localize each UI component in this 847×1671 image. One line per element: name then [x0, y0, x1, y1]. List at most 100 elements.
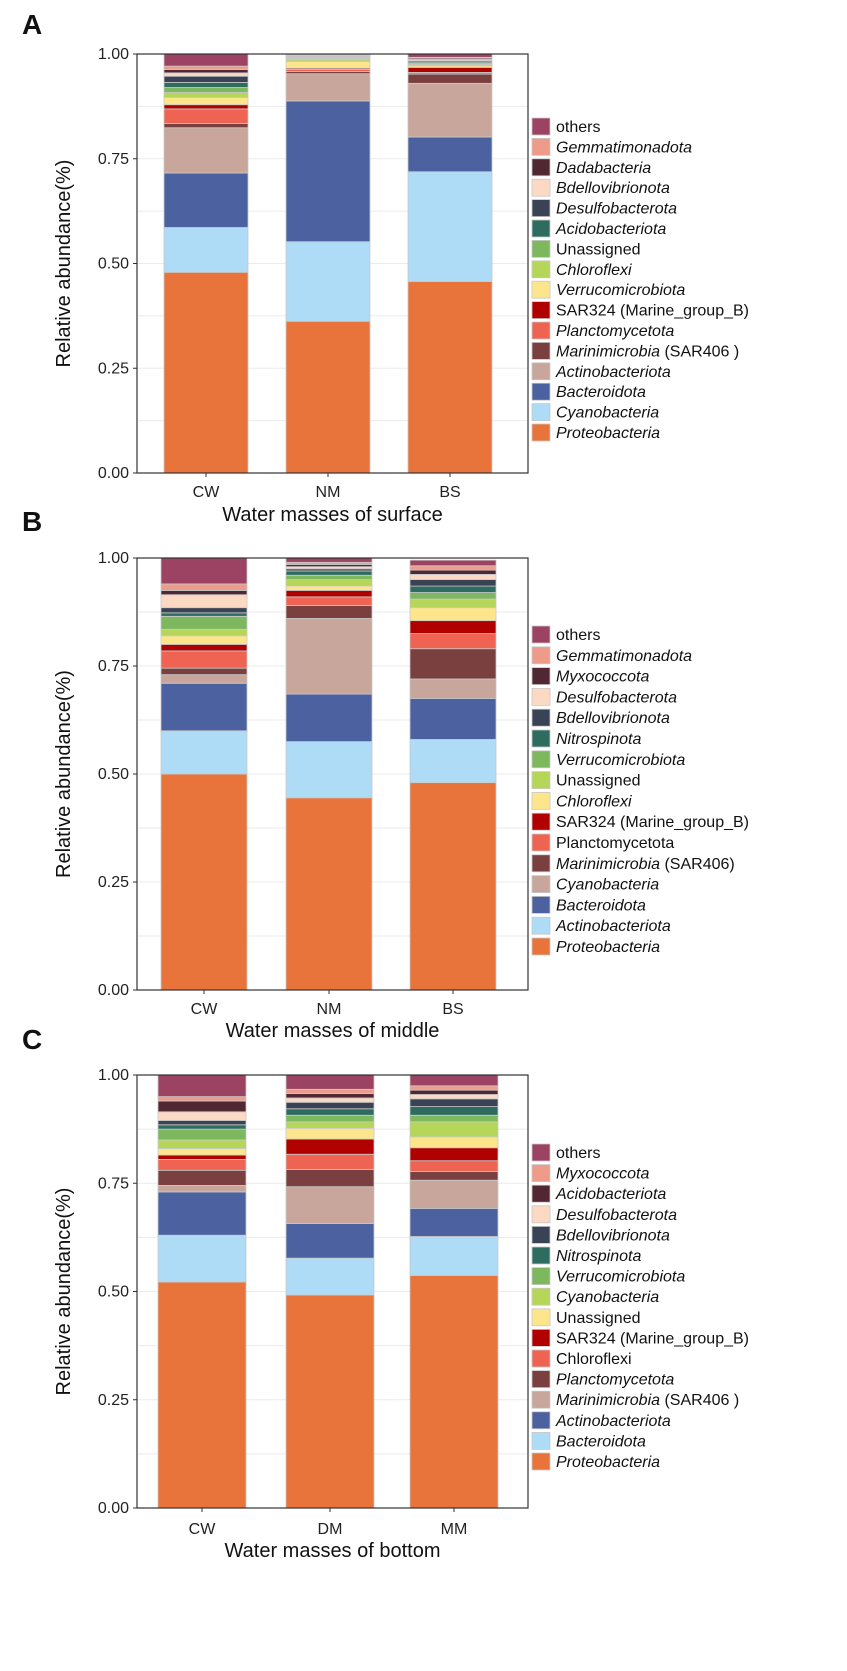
bar-segment-mm-actinobacteriota: [409, 1207, 499, 1237]
bar-segment-cw-sar324-marine-group-b: [163, 104, 249, 110]
legend-swatch-acidobacteriota: [531, 1184, 551, 1203]
bar-segment-cw-gemmatimonadota: [163, 65, 249, 70]
bar-segment-dm-cyanobacteria: [285, 1121, 375, 1129]
x-tick-label: BS: [439, 484, 460, 501]
legend-swatch-planctomycetota: [531, 1370, 551, 1388]
bar-segment-cw-proteobacteria: [160, 773, 248, 991]
legend-swatch-planctomycetota: [531, 321, 551, 340]
bar-segment-mm-myxococcota: [409, 1085, 499, 1091]
legend-label-actinobacteriota: Actinobacteriota: [555, 918, 671, 935]
legend-label-verrucomicrobiota: Verrucomicrobiota: [556, 1269, 685, 1286]
bar-segment-dm-marinimicrobia-sar406: [285, 1186, 375, 1224]
bar-segment-bs-bacteroidota: [407, 136, 493, 173]
legend-label-planctomycetota: Planctomycetota: [556, 323, 674, 340]
bar-segment-bs-unassigned: [409, 598, 497, 609]
bar-segment-cw-proteobacteria: [163, 271, 249, 474]
legend: others Gemmatimonadota Myxococcota Desulfob…: [531, 625, 749, 956]
bar-segment-cw-verrucomicrobiota: [160, 615, 248, 630]
bar-segment-dm-actinobacteriota: [285, 1223, 375, 1259]
chart-panel-b: B CW NM BS 0.00 0.25 0.50 0.75 1.00 Water masses …: [22, 506, 749, 1042]
bar-segment-bs-gemmatimonadota: [409, 565, 497, 571]
bar-segment-nm-sar324-marine-group-b: [285, 590, 373, 598]
legend-swatch-desulfobacterota: [531, 199, 551, 218]
legend-swatch-others: [531, 625, 551, 644]
legend-swatch-bacteroidota: [531, 1432, 551, 1450]
bar-segment-mm-chloroflexi: [409, 1160, 499, 1172]
bar-segment-cw-bacteroidota: [163, 172, 249, 228]
bar-segment-dm-bacteroidota: [285, 1257, 375, 1296]
bar-segment-bs-proteobacteria: [407, 281, 493, 474]
y-tick-label: 1.00: [98, 550, 129, 567]
bar-segment-mm-others: [409, 1074, 499, 1087]
y-tick-label: 0.00: [98, 1500, 129, 1517]
legend-label-gemmatimonadota: Gemmatimonadota: [556, 139, 692, 156]
bar-segment-cw-bdellovibrionota: [157, 1120, 247, 1126]
bar-segment-cw-dadabacteria: [163, 69, 249, 74]
legend-swatch-marinimicrobia-sar406: [531, 854, 551, 873]
legend-label-marinimicrobia-sar406: Marinimicrobia (SAR406): [556, 856, 735, 873]
bar-segment-nm-bacteroidota: [285, 100, 371, 243]
bar-segment-cw-planctomycetota: [163, 108, 249, 124]
legend-swatch-sar324-marine-group-b: [531, 812, 551, 831]
legend-swatch-gemmatimonadota: [531, 646, 551, 665]
bar-segment-cw-actinobacteriota: [160, 730, 248, 775]
bar-segment-cw-cyanobacteria: [157, 1139, 247, 1150]
bar-segment-nm-cyanobacteria: [285, 618, 373, 695]
bar-segment-nm-verrucomicrobiota: [285, 574, 373, 581]
chart-panel-c: C CW DM MM 0.00 0.25 0.50 0.75 1.00 Water masses …: [22, 1024, 749, 1562]
y-axis-title: Relative abundance(%): [53, 1188, 75, 1396]
bar-segment-cw-unassigned: [157, 1148, 247, 1156]
x-tick-label: CW: [189, 1521, 217, 1538]
legend-label-planctomycetota: Planctomycetota: [556, 1372, 674, 1389]
legend-label-bacteroidota: Bacteroidota: [556, 1433, 646, 1450]
legend-swatch-sar324-marine-group-b: [531, 1329, 551, 1347]
legend-swatch-sar324-marine-group-b: [531, 301, 551, 320]
legend-swatch-unassigned: [531, 771, 551, 789]
legend-label-cyanobacteria: Cyanobacteria: [556, 405, 659, 422]
legend-swatch-nitrospinota: [531, 729, 551, 748]
bar-segment-cw-planctomycetota: [160, 650, 248, 669]
bar-segment-dm-proteobacteria: [285, 1294, 375, 1509]
bar-segment-cw-unassigned: [163, 87, 249, 93]
bar-segment-mm-verrucomicrobiota: [409, 1114, 499, 1123]
legend-swatch-bdellovibrionota: [531, 1226, 551, 1244]
bar-segment-cw-sar324-marine-group-b: [160, 644, 248, 652]
bar-segment-bs-proteobacteria: [409, 782, 497, 991]
bar-segment-mm-unassigned: [409, 1136, 499, 1149]
x-tick-label: MM: [441, 1521, 468, 1538]
bar-segment-dm-planctomycetota: [285, 1168, 375, 1188]
legend-swatch-chloroflexi: [531, 260, 551, 279]
bar-segment-cw-actinobacteriota: [163, 127, 249, 174]
bar-segment-dm-chloroflexi: [285, 1153, 375, 1170]
legend-swatch-actinobacteriota: [531, 362, 551, 381]
bar-segment-cw-nitrospinota: [160, 612, 248, 617]
legend-swatch-unassigned: [531, 239, 551, 258]
x-axis-title: Water masses of bottom: [225, 1540, 441, 1562]
y-tick-label: 0.00: [98, 465, 129, 482]
bar-segment-cw-cyanobacteria: [163, 227, 249, 273]
legend-swatch-bdellovibrionota: [531, 708, 551, 727]
bar-segment-dm-bdellovibrionota: [285, 1101, 375, 1110]
y-axis-title: Relative abundance(%): [53, 670, 75, 878]
legend-swatch-myxococcota: [531, 1164, 551, 1182]
legend-swatch-cyanobacteria: [531, 875, 551, 893]
bar-segment-bs-verrucomicrobiota: [409, 592, 497, 600]
bar-segment-nm-planctomycetota: [285, 596, 373, 606]
bar-segment-cw-chloroflexi: [160, 635, 248, 645]
legend-swatch-dadabacteria: [531, 158, 551, 177]
chart-panel-a: A CW NM BS 0.00 0.25 0.50 0.75 1.00 Water masses …: [22, 9, 749, 526]
legend-swatch-proteobacteria: [531, 1452, 551, 1471]
bar-segment-bs-marinimicrobia-sar406: [409, 648, 497, 680]
legend-label-marinimicrobia-sar406: Marinimicrobia (SAR406 ): [556, 1392, 739, 1409]
legend-swatch-others: [531, 1143, 551, 1162]
legend-swatch-myxococcota: [531, 667, 551, 685]
bar-segment-cw-marinimicrobia-sar406: [163, 123, 249, 129]
y-tick-label: 1.00: [98, 46, 129, 63]
bar-segment-cw-planctomycetota: [157, 1169, 247, 1186]
panel-label: B: [22, 506, 42, 537]
bar-segment-nm-proteobacteria: [285, 797, 373, 991]
legend-label-sar324-marine-group-b: SAR324 (Marine_group_B): [556, 303, 749, 320]
bar-segment-cw-actinobacteriota: [157, 1191, 247, 1236]
legend-swatch-others: [531, 117, 551, 136]
